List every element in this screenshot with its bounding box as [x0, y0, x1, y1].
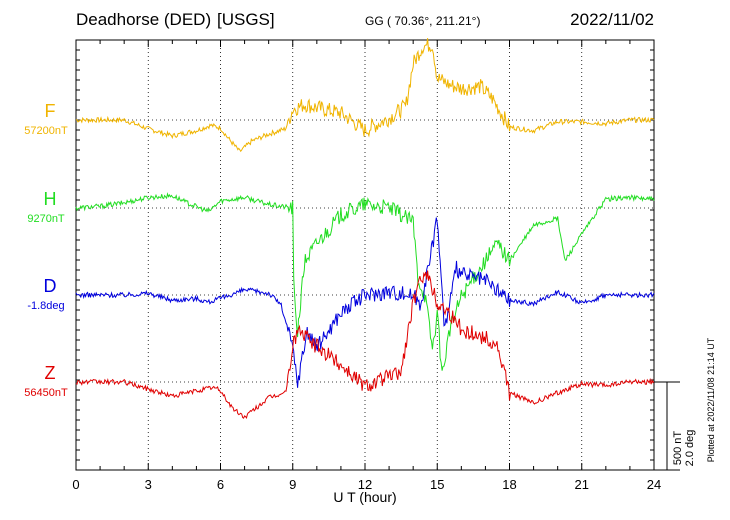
x-tick-label: 3 [145, 477, 152, 492]
plot-timestamp: Plotted at 2022/11/08 21:14 UT [706, 337, 716, 462]
series-line-d [75, 217, 655, 388]
x-tick-label: 0 [72, 477, 79, 492]
date-label: 2022/11/02 [570, 10, 654, 29]
x-tick-label: 12 [358, 477, 372, 492]
x-tick-label: 9 [289, 477, 296, 492]
series-name-z: Z [45, 363, 56, 383]
scale-bar: 500 nT 2.0 deg [654, 381, 696, 471]
scale-bar-deg: 2.0 deg [684, 430, 696, 467]
series-line-f [75, 38, 655, 153]
series-baseline-f: 57200nT [24, 125, 68, 137]
station-coords: GG ( 70.36°, 211.21°) [365, 14, 480, 28]
x-tick-label: 6 [217, 477, 224, 492]
series-baseline-h: 9270nT [27, 213, 65, 225]
series-name-d: D [44, 276, 57, 296]
station-title: Deadhorse (DED) [76, 10, 211, 29]
x-axis-label: U T (hour) [333, 489, 396, 505]
series-baseline-d: -1.8deg [27, 300, 64, 312]
series-name-h: H [44, 189, 57, 209]
scale-bar-nt: 500 nT [672, 431, 684, 466]
series-lines [75, 38, 655, 420]
axis-ticks: 0 3 6 9 12 15 18 21 24 [72, 40, 661, 492]
series-labels: F 57200nT H 9270nT D -1.8deg Z 56450nT [24, 101, 68, 399]
series-baseline-z: 56450nT [24, 387, 68, 399]
series-line-h [75, 192, 655, 371]
x-tick-label: 24 [647, 477, 661, 492]
network-label: [USGS] [217, 10, 275, 29]
x-tick-label: 18 [502, 477, 516, 492]
series-name-f: F [45, 101, 56, 121]
series-line-z [75, 270, 655, 420]
x-tick-label: 21 [575, 477, 589, 492]
x-tick-label: 15 [430, 477, 444, 492]
